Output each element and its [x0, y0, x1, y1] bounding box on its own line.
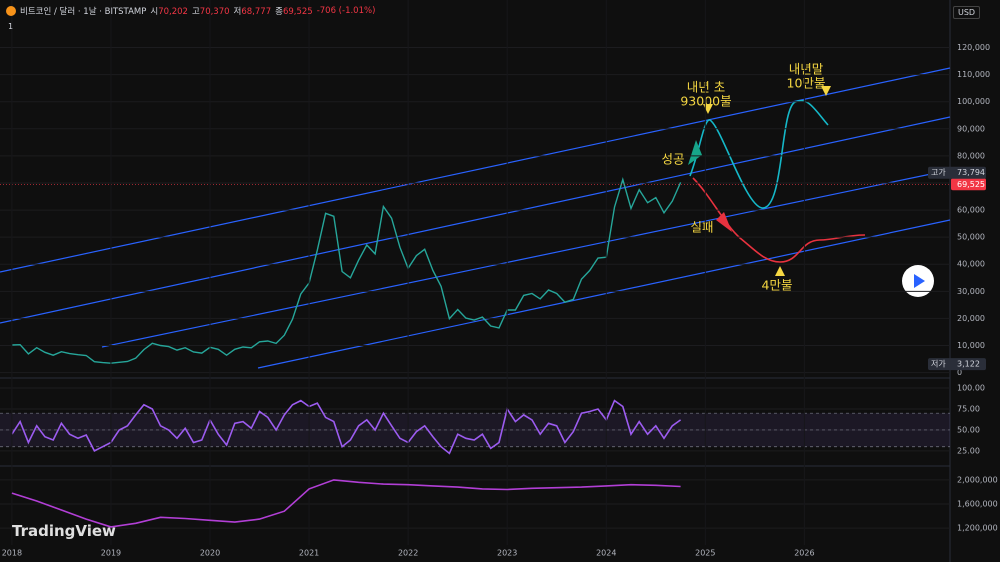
- x-tick-label: 2023: [497, 549, 517, 558]
- y-tick-label: 80,000: [957, 151, 985, 160]
- series-line: [11, 177, 682, 364]
- ohlc: 고70,370: [192, 5, 230, 17]
- ohlc-value: 69,525: [282, 7, 313, 17]
- x-tick-label: 2022: [398, 549, 418, 558]
- annotation: 10만불: [787, 76, 826, 91]
- ohlc: 시70,202: [150, 5, 188, 17]
- x-tick-label: 2019: [101, 549, 121, 558]
- y-tick-label: 1,600,000: [957, 499, 998, 508]
- last-price-box: [951, 178, 986, 191]
- annotation: 내년 초: [687, 80, 725, 95]
- annotation: 실패: [690, 220, 713, 235]
- high-box: [928, 166, 986, 179]
- y-tick-label: 100,000: [957, 97, 990, 106]
- logo: [6, 6, 16, 16]
- ohlc-name: 종: [275, 7, 283, 17]
- arrow-down: [716, 212, 732, 232]
- high-label: 73,794: [957, 168, 985, 177]
- forecast-up: [689, 99, 829, 209]
- watermark: TradingView: [12, 522, 116, 540]
- annotation: 93000불: [680, 94, 731, 109]
- low-name: 저가: [931, 360, 946, 369]
- x-tick-label: 2024: [596, 549, 616, 558]
- y-tick-label: 60,000: [957, 206, 985, 215]
- y-tick-label: 50.00: [957, 425, 980, 434]
- ohlc-value: 68,777: [241, 7, 272, 17]
- y-tick-label: 90,000: [957, 124, 985, 133]
- series-line: [11, 399, 682, 455]
- symbol: 비트코인 / 달러 · 1날 · BITSTAMP: [20, 7, 147, 17]
- high-name: 고가: [931, 168, 946, 177]
- ohlc: 저68,777: [234, 5, 272, 17]
- annotation: 4만불: [762, 278, 793, 293]
- ohlc-name: 시: [150, 7, 159, 17]
- change: -706 (-1.01%): [316, 6, 376, 16]
- y-tick-label: 50,000: [957, 233, 985, 242]
- currency[interactable]: USD: [953, 6, 981, 19]
- y-tick-label: 20,000: [957, 314, 985, 323]
- y-tick-label: 10,000: [957, 341, 985, 350]
- arrow-yellow: [821, 86, 831, 96]
- annotation: 성공: [661, 152, 684, 167]
- channel-line: [0, 67, 951, 273]
- play-icon: [914, 274, 925, 288]
- y-tick-label: 100.00: [957, 384, 985, 393]
- channel-line: [257, 219, 951, 369]
- y-tick-label: 2,000,000: [957, 475, 998, 484]
- y-tick-label: 120,000: [957, 43, 990, 52]
- y-tick-label: 30,000: [957, 287, 985, 296]
- channel-line: [0, 116, 951, 324]
- x-tick-label: 2020: [200, 549, 220, 558]
- low-label: 3,122: [957, 360, 980, 369]
- x-tick-label: 2018: [2, 549, 22, 558]
- x-tick-label: 2026: [794, 549, 814, 558]
- y-tick-label: 1,200,000: [957, 524, 998, 533]
- channel: [0, 67, 956, 369]
- series-line: [11, 479, 681, 528]
- channel-line: [101, 168, 956, 348]
- y-tick-label: 110,000: [957, 70, 990, 79]
- y-tick-label: 75.00: [957, 405, 980, 414]
- ohlc-name: 고: [191, 7, 200, 17]
- annotation: 내년말: [789, 62, 824, 77]
- arrow-yellow: [775, 266, 785, 276]
- last-price-label: 69,525: [957, 180, 985, 189]
- y-tick-label: 40,000: [957, 260, 985, 269]
- y-tick-label: 0: [957, 368, 962, 377]
- x-tick-label: 2021: [299, 549, 319, 558]
- indicator-count[interactable]: 1: [8, 22, 14, 31]
- ohlc-value: 70,370: [199, 7, 230, 17]
- x-tick-label: 2025: [695, 549, 715, 558]
- y-tick-label: 25.00: [957, 446, 980, 455]
- ohlc-value: 70,202: [158, 7, 188, 17]
- ohlc-name: 저: [233, 7, 242, 17]
- arrow-up: [688, 140, 702, 165]
- ohlc: 종69,525: [275, 5, 313, 17]
- low-box: [928, 358, 986, 371]
- header: 비트코인 / 달러 · 1날 · BITSTAMP 시70,202 고70,37…: [6, 5, 375, 17]
